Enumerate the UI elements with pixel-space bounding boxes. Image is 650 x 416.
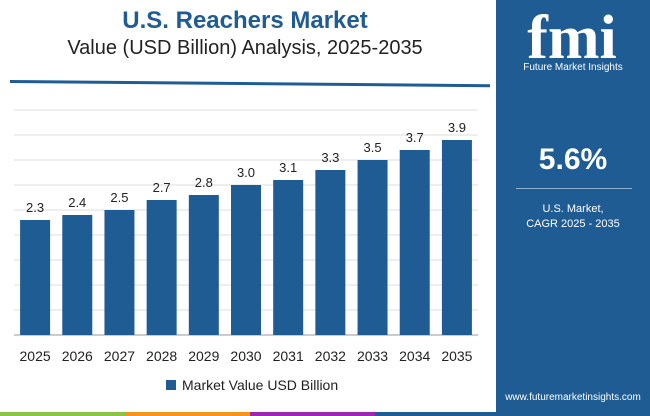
data-label-2029: 2.8: [195, 175, 213, 190]
x-tick-label-2034: 2034: [399, 348, 430, 364]
logo-letters: fmi: [527, 8, 617, 72]
bar-2032: [315, 170, 346, 335]
x-tick-label-2028: 2028: [146, 348, 177, 364]
data-label-2034: 3.7: [406, 130, 424, 145]
bar-2030: [231, 185, 261, 335]
x-tick-label-2025: 2025: [20, 348, 51, 364]
website-link[interactable]: www.futuremarketinsights.com: [505, 392, 641, 403]
cagr-line-2: CAGR 2025 - 2035: [526, 218, 620, 230]
data-label-2025: 2.3: [26, 200, 44, 215]
x-tick-label-2030: 2030: [230, 348, 261, 364]
accent-segment-purple: [250, 412, 375, 416]
accent-segment-blue: [375, 412, 500, 416]
cagr-value: 5.6%: [538, 143, 608, 176]
sidebar-divider: [516, 188, 632, 189]
data-label-2028: 2.7: [153, 180, 171, 195]
accent-bar: [0, 412, 500, 416]
data-label-2033: 3.5: [364, 140, 382, 155]
sidebar-panel: fmi Future Market Insights 5.6% U.S. Mar…: [496, 0, 650, 416]
cagr-line-1: U.S. Market,: [542, 203, 604, 215]
chart-legend: Market Value USD Billion: [166, 377, 338, 393]
data-label-2032: 3.3: [321, 150, 339, 165]
x-tick-label-2031: 2031: [273, 348, 304, 364]
bar-2026: [62, 215, 93, 335]
x-tick-label-2032: 2032: [315, 348, 346, 364]
fmi-logo: fmi: [527, 8, 617, 72]
data-label-2027: 2.5: [110, 190, 128, 205]
data-label-2030: 3.0: [237, 165, 255, 180]
chart-subtitle: Value (USD Billion) Analysis, 2025-2035: [67, 37, 423, 59]
legend-swatch: [166, 380, 176, 390]
bar-2033: [357, 160, 388, 335]
chart-title: U.S. Reachers Market: [122, 7, 368, 34]
x-tick-label-2035: 2035: [441, 348, 472, 364]
accent-segment-orange: [125, 412, 250, 416]
bar-chart: 2.3 2025 2.4 2026 2.5 2027 2.7 2028 2.8 2029 3.0 20…: [14, 109, 478, 364]
bar-2034: [399, 150, 430, 335]
legend-label: Market Value USD Billion: [182, 377, 339, 393]
bar-2028: [146, 200, 177, 335]
bar-2025: [20, 220, 51, 335]
bar-2031: [273, 180, 304, 335]
x-tick-label-2029: 2029: [188, 348, 219, 364]
accent-segment-green: [0, 412, 125, 416]
data-label-2026: 2.4: [68, 195, 86, 210]
data-label-2031: 3.1: [279, 160, 297, 175]
cagr-description: U.S. Market, CAGR 2025 - 2035: [496, 202, 650, 232]
x-tick-label-2027: 2027: [104, 348, 135, 364]
x-tick-label-2026: 2026: [62, 348, 93, 364]
x-tick-label-2033: 2033: [357, 348, 388, 364]
bar-2029: [188, 195, 219, 335]
data-label-2035: 3.9: [448, 120, 466, 135]
logo-caption: Future Market Insights: [523, 62, 623, 73]
bar-2027: [104, 210, 135, 335]
bar-2035: [441, 140, 472, 335]
